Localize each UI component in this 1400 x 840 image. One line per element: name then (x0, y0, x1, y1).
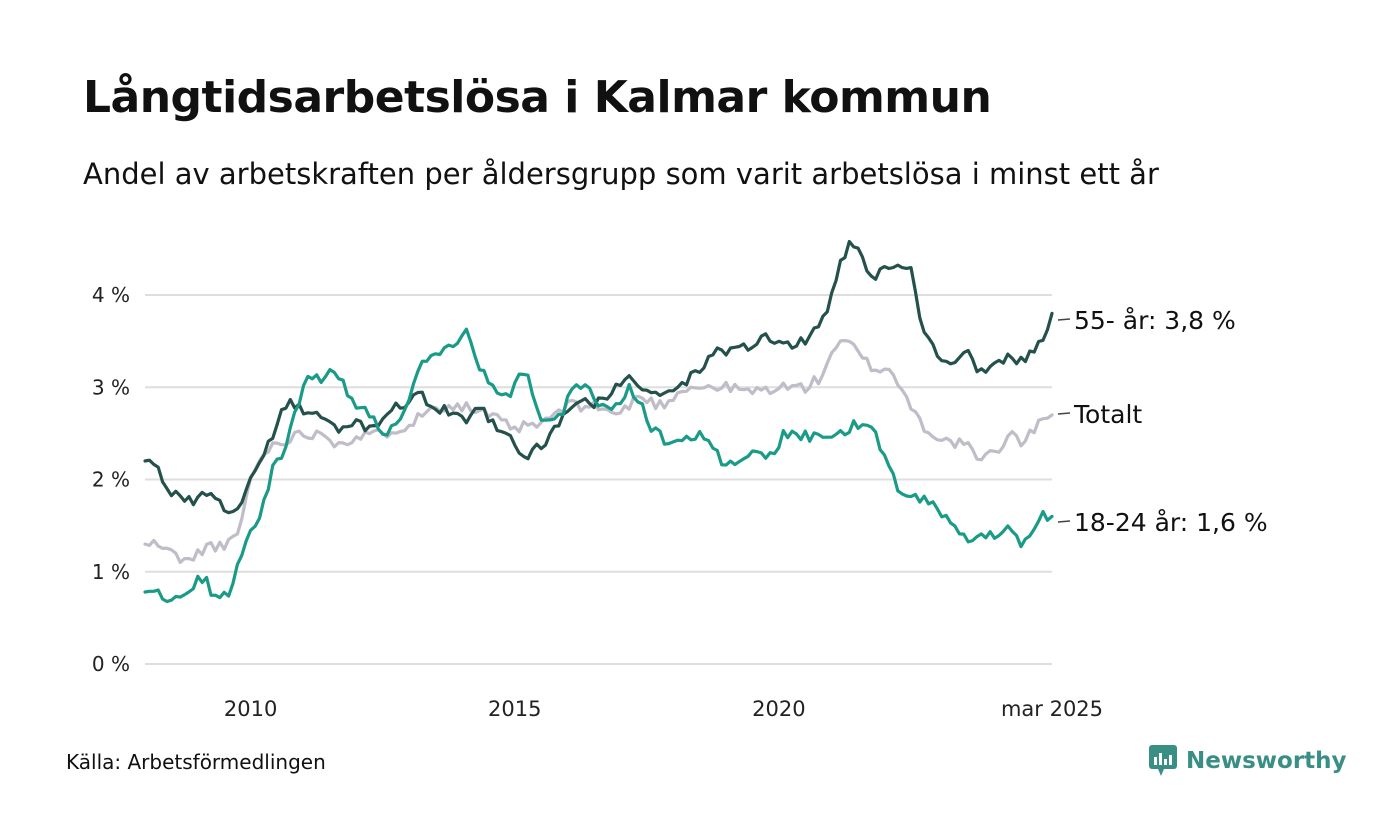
end-label-connector (1057, 520, 1071, 523)
x-tick-label: mar 2025 (1001, 697, 1103, 721)
series-end-label: Totalt (1073, 400, 1142, 429)
brand: Newsworthy (1148, 744, 1347, 778)
y-tick-label: 0 % (92, 652, 130, 676)
x-tick-label: 2010 (224, 697, 277, 721)
series-line-55-r (143, 239, 1054, 515)
source-note: Källa: Arbetsförmedlingen (66, 750, 326, 774)
chart-subtitle: Andel av arbetskraften per åldersgrupp s… (83, 157, 1159, 191)
x-tick-label: 2020 (752, 697, 805, 721)
brand-name: Newsworthy (1186, 748, 1347, 774)
series-line-18-24-r (143, 327, 1054, 604)
series-end-label: 55- år: 3,8 % (1074, 306, 1236, 335)
chart-title: Långtidsarbetslösa i Kalmar kommun (83, 72, 992, 123)
y-tick-label: 4 % (92, 283, 130, 307)
y-tick-label: 1 % (92, 560, 130, 584)
series-line-totalt (143, 339, 1054, 564)
y-tick-label: 3 % (92, 375, 130, 399)
newsworthy-logo-icon (1149, 745, 1177, 776)
end-label-connector (1057, 412, 1071, 415)
x-tick-label: 2015 (488, 697, 541, 721)
end-label-connector (1057, 318, 1071, 321)
series-end-label: 18-24 år: 1,6 % (1074, 508, 1268, 537)
y-tick-label: 2 % (92, 468, 130, 492)
